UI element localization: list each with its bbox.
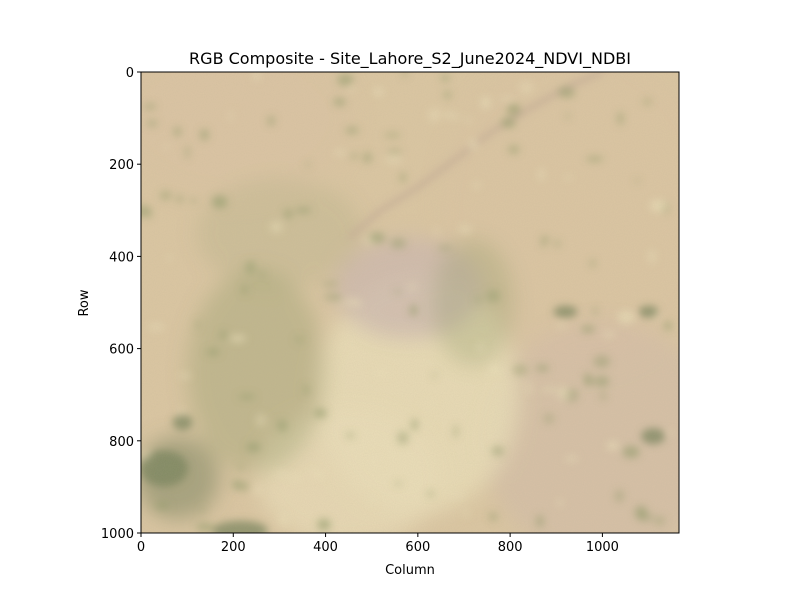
x-tick-label: 800 — [498, 540, 523, 555]
chart-title: RGB Composite - Site_Lahore_S2_June2024_… — [189, 49, 631, 69]
x-axis-label: Column — [385, 563, 435, 578]
y-axis: 0 200 400 600 800 1000 — [101, 66, 141, 542]
y-axis-label: Row — [77, 289, 92, 316]
y-tick-label: 400 — [109, 250, 134, 265]
image-grain — [141, 72, 679, 533]
axes-frame — [140, 71, 680, 534]
x-tick-label: 200 — [221, 540, 246, 555]
satellite-image — [141, 72, 679, 533]
y-tick-label: 0 — [126, 66, 134, 81]
y-tick-label: 600 — [109, 343, 134, 358]
x-tick-label: 400 — [313, 540, 338, 555]
y-tick-label: 800 — [109, 435, 134, 450]
x-tick-label: 600 — [405, 540, 430, 555]
y-tick-label: 1000 — [101, 527, 134, 542]
x-axis: 0 200 400 600 800 1000 — [137, 533, 619, 555]
y-tick-label: 200 — [109, 158, 134, 173]
x-tick-label: 0 — [137, 540, 145, 555]
x-tick-label: 1000 — [586, 540, 619, 555]
